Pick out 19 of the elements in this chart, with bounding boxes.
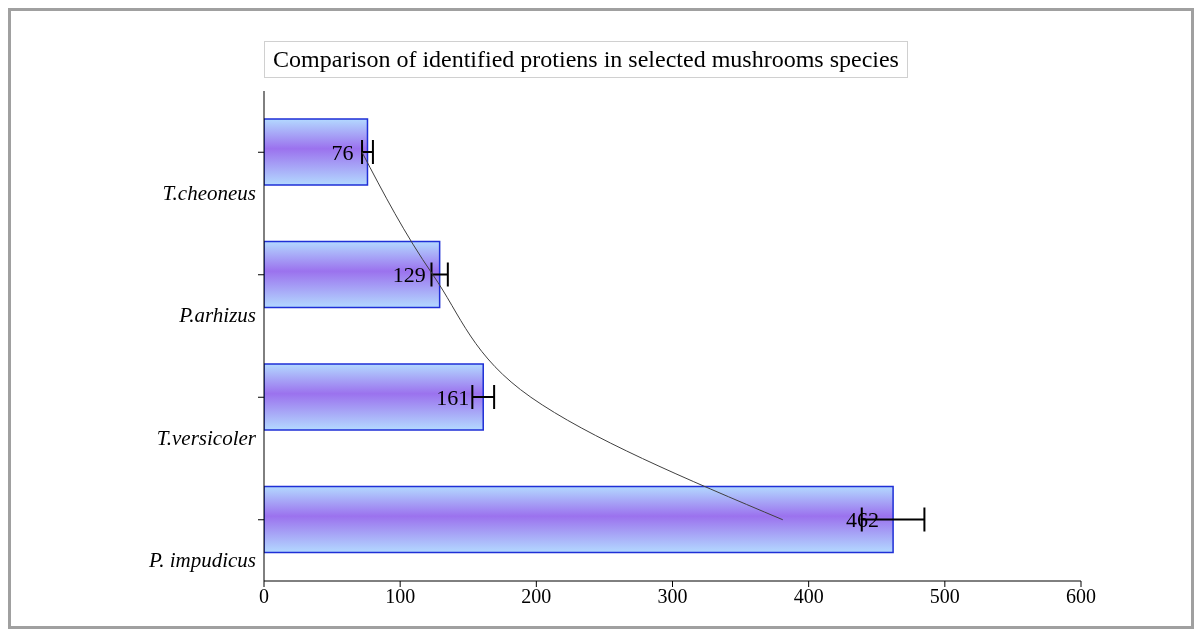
x-tick-label: 200	[521, 585, 552, 608]
data-label: 161	[436, 384, 470, 410]
x-tick-label: 600	[1066, 585, 1096, 608]
x-tick-label: 100	[385, 585, 416, 608]
bar	[264, 240, 441, 309]
bar	[264, 118, 369, 186]
data-label: 129	[392, 262, 426, 288]
x-tick-label: 300	[657, 585, 688, 608]
y-tick-label: P.arhizus	[178, 303, 256, 328]
bar	[264, 485, 894, 554]
y-tick-label: T.versicoler	[156, 425, 257, 450]
chart-title: Comparison of identified protiens in selected mushrooms species	[264, 41, 908, 78]
x-tick-label: 400	[793, 585, 824, 608]
bar	[264, 363, 484, 431]
x-tick-label: 0	[259, 585, 269, 608]
data-label: 76	[331, 139, 354, 165]
x-tick-label: 500	[929, 585, 960, 608]
y-tick-label: T.cheoneus	[162, 180, 256, 205]
y-tick-label: P. impudicus	[148, 548, 256, 573]
